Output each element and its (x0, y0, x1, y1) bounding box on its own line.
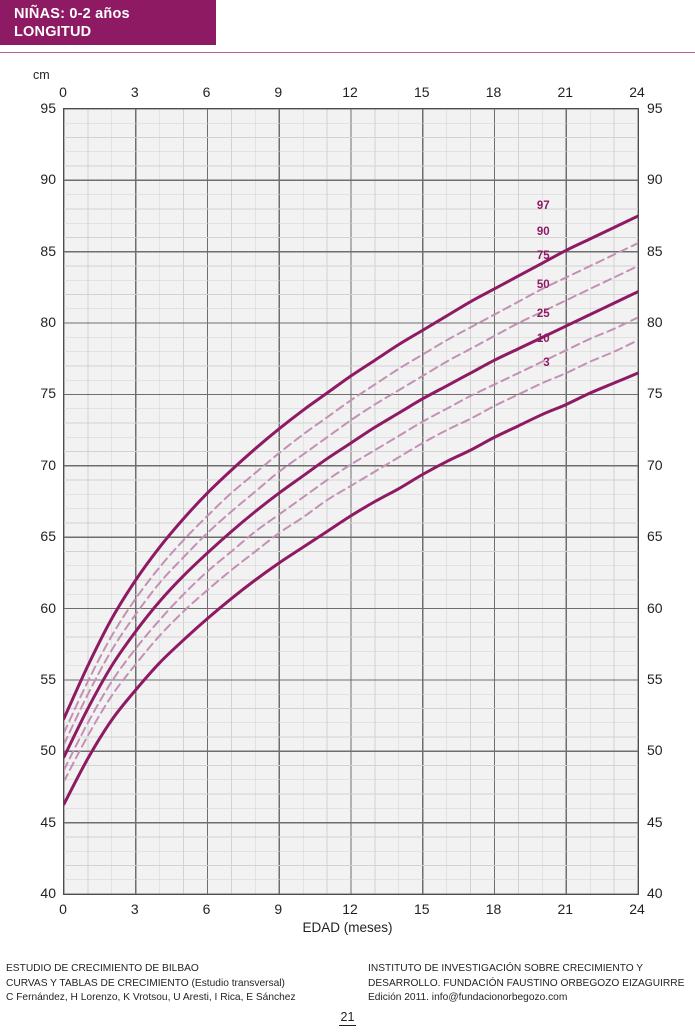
x-tick-label: 0 (59, 901, 67, 917)
y-tick-label: 70 (40, 456, 56, 473)
percentile-curve-10 (64, 339, 638, 783)
percentile-curve-3 (64, 371, 638, 806)
footer: ESTUDIO DE CRECIMIENTO DE BILBAO CURVAS Y… (0, 962, 695, 1034)
x-tick-label: 18 (485, 84, 502, 100)
y-tick-label: 80 (647, 314, 663, 331)
title-line-1: NIÑAS: 0-2 años (14, 6, 130, 22)
growth-chart: cm 0 3 6 9 12 15 18 21 24 0 3 6 9 12 15 18 21 24 95 90 85 8… (33, 68, 663, 935)
x-tick-label: 6 (202, 84, 211, 100)
footer-line: ESTUDIO DE CRECIMIENTO DE BILBAO (6, 963, 199, 974)
x-tick-label: 24 (629, 84, 645, 100)
y-tick-label: 90 (647, 171, 663, 188)
percentile-label-3: 3 (543, 357, 550, 370)
x-tick-label: 3 (130, 901, 139, 917)
y-tick-label: 40 (40, 885, 56, 901)
y-tick-label: 55 (647, 670, 663, 687)
y-tick-label: 65 (40, 528, 56, 545)
x-tick-label: 12 (342, 901, 358, 917)
x-tick-label: 24 (629, 901, 645, 917)
footer-line: C Fernández, H Lorenzo, K Vrotsou, U Are… (6, 992, 296, 1003)
x-tick-label: 6 (202, 901, 211, 917)
x-tick-label: 15 (413, 84, 430, 100)
x-tick-label: 9 (274, 901, 283, 917)
x-tick-label: 15 (413, 901, 430, 917)
y-tick-label: 50 (40, 742, 56, 759)
y-tick-label: 55 (40, 670, 56, 687)
y-axis-unit-label: cm (33, 68, 50, 82)
y-tick-label: 80 (40, 314, 56, 331)
percentile-curve-75 (64, 265, 638, 746)
x-tick-label: 12 (342, 84, 358, 100)
x-tick-label: 21 (557, 84, 574, 100)
percentile-label-97: 97 (536, 200, 550, 213)
percentile-curve-97 (64, 214, 638, 720)
x-tick-label: 21 (557, 901, 574, 917)
y-tick-label: 95 (647, 100, 663, 116)
y-tick-label: 65 (647, 528, 663, 545)
percentile-label-25: 25 (536, 307, 550, 320)
y-tick-label: 45 (40, 813, 56, 830)
y-tick-label: 85 (40, 242, 56, 259)
percentile-curves (64, 214, 638, 806)
x-axis-title: EDAD (meses) (302, 920, 393, 935)
footer-line: CURVAS Y TABLAS DE CRECIMIENTO (Estudio … (6, 977, 285, 989)
footer-line: Edición 2011. info@fundacionorbegozo.com (368, 992, 568, 1003)
percentile-curve-50 (64, 290, 638, 759)
percentile-curve-90 (64, 242, 638, 734)
y-tick-label: 45 (647, 813, 663, 830)
x-tick-label: 18 (485, 901, 502, 917)
y-tick-label: 60 (647, 599, 663, 616)
percentile-label-50: 50 (536, 278, 550, 291)
header-divider (0, 52, 695, 53)
footer-right-block: INSTITUTO DE INVESTIGACIÓN SOBRE CRECIMI… (368, 962, 690, 1006)
title-band: NIÑAS: 0-2 años LONGITUD (0, 0, 216, 45)
y-tick-label: 70 (647, 456, 663, 473)
x-tick-label: 0 (59, 84, 67, 100)
x-tick-label: 3 (130, 84, 139, 100)
y-tick-label: 75 (647, 385, 663, 402)
footer-left-block: ESTUDIO DE CRECIMIENTO DE BILBAO CURVAS Y… (6, 962, 356, 1006)
y-tick-label: 75 (40, 385, 56, 402)
x-tick-label: 9 (274, 84, 283, 100)
y-tick-label: 60 (40, 599, 56, 616)
percentile-label-75: 75 (536, 250, 550, 263)
footer-line: DESARROLLO. FUNDACIÓN FAUSTINO ORBEGOZO … (368, 977, 685, 989)
plot-area (63, 108, 639, 895)
grid-lines (64, 109, 638, 894)
percentile-curve-25 (64, 316, 638, 771)
percentile-label-90: 90 (536, 226, 550, 239)
y-tick-label: 50 (647, 742, 663, 759)
page-number: 21 (338, 1010, 357, 1026)
y-tick-label: 90 (40, 171, 56, 188)
y-tick-label: 40 (647, 885, 663, 901)
y-tick-label: 85 (647, 242, 663, 259)
footer-line: INSTITUTO DE INVESTIGACIÓN SOBRE CRECIMI… (368, 963, 644, 974)
title-line-2: LONGITUD (14, 24, 92, 40)
y-tick-label: 95 (40, 100, 56, 116)
percentile-label-10: 10 (536, 333, 550, 346)
